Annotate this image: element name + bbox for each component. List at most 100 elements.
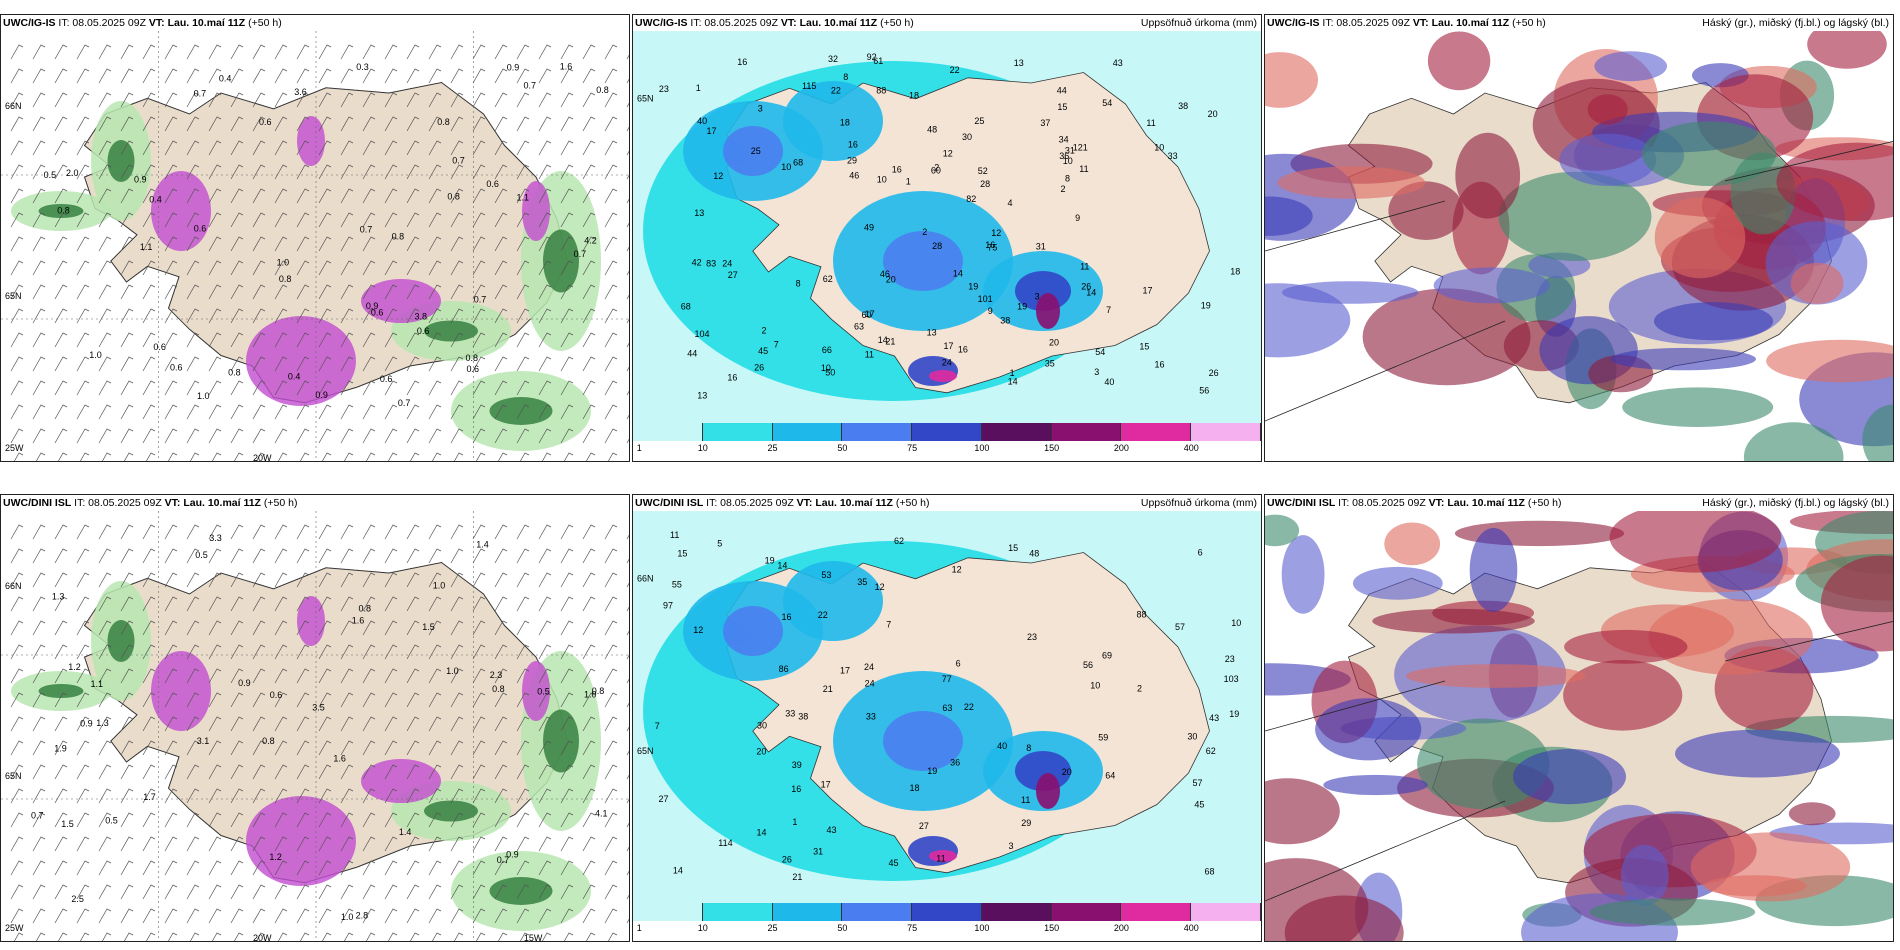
- wind-barb: [142, 788, 156, 804]
- wind-barb: [186, 740, 200, 756]
- wind-barb: [32, 236, 46, 252]
- wind-barb: [208, 884, 222, 900]
- value-label: 0.8: [596, 85, 609, 95]
- axis-label: 20W: [253, 453, 272, 462]
- map-area[interactable]: 0.7 0.7 0.6 0.9 0.6 0.6 0.7 0.6 0.8 0.6 1.0 0.5 1.0 0…: [1, 31, 629, 461]
- wind-barb: [120, 164, 134, 180]
- wind-barb: [32, 380, 46, 396]
- wind-barb: [582, 836, 596, 852]
- wind-barb: [428, 140, 442, 156]
- wind-barb: [76, 764, 90, 780]
- cloud-area: [1362, 288, 1531, 386]
- value-label: 56: [1199, 385, 1209, 395]
- wind-barb: [560, 644, 574, 660]
- wind-barb: [516, 524, 530, 540]
- wind-barb: [516, 92, 530, 108]
- wind-barb: [252, 380, 266, 396]
- wind-barb: [428, 884, 442, 900]
- map-area[interactable]: 3.3 1.0 1.0 0.8 1.6 1.3 1.3 1.5 1.9 1.6 3.5 2.5 0.5 3…: [1, 511, 629, 941]
- wind-barb: [120, 188, 134, 204]
- wind-barb: [604, 716, 618, 732]
- wind-barb: [120, 332, 134, 348]
- wind-barb: [450, 716, 464, 732]
- wind-barb: [582, 404, 596, 420]
- cloud-area: [1513, 749, 1626, 805]
- wind-barb: [120, 92, 134, 108]
- wind-barb: [252, 548, 266, 564]
- wind-barb: [362, 188, 376, 204]
- wind-barb: [494, 116, 508, 132]
- panel-wind-snow-top: UWC/IG-IS IT: 08.05.2025 09Z VT: Lau. 10…: [0, 14, 630, 462]
- value-label: 33: [866, 711, 876, 721]
- value-label: 10: [821, 363, 831, 373]
- wind-barb: [120, 524, 134, 540]
- wind-barb: [296, 716, 310, 732]
- wind-barb: [164, 548, 178, 564]
- wind-barb: [582, 596, 596, 612]
- value-label: 53: [821, 570, 831, 580]
- cloud-area: [1265, 52, 1318, 108]
- value-label: 0.6: [194, 223, 207, 233]
- wind-barb: [604, 596, 618, 612]
- value-label: 11: [865, 350, 874, 360]
- axis-label: 65N: [637, 94, 654, 104]
- precip-colorbar: 1 10 25 50 75 100 150 200 400: [633, 901, 1261, 941]
- wind-barb: [186, 236, 200, 252]
- wind-barb: [604, 44, 618, 60]
- value-label: 16: [892, 164, 902, 174]
- wind-barb: [362, 548, 376, 564]
- wind-barb: [428, 716, 442, 732]
- value-label: 1.7: [143, 792, 156, 802]
- wind-barb: [98, 44, 112, 60]
- wind-barb: [186, 92, 200, 108]
- wind-barb: [230, 812, 244, 828]
- wind-barb: [538, 188, 552, 204]
- value-label: 0.7: [452, 156, 465, 166]
- wind-barb: [32, 356, 46, 372]
- wind-barb: [10, 788, 24, 804]
- value-label: 2: [762, 326, 767, 336]
- wind-barb: [582, 812, 596, 828]
- value-label: 1.2: [269, 852, 282, 862]
- map-area[interactable]: 15 11 7 6 10 11 12 17 14 20 16 22 21 20 19 17 18 14 22 24 23…: [633, 511, 1261, 903]
- wind-barb: [472, 92, 486, 108]
- wind-barb: [516, 572, 530, 588]
- colorbar-tick-label: 400: [1183, 443, 1199, 453]
- wind-barb: [362, 428, 376, 444]
- wind-barb: [208, 692, 222, 708]
- wind-barb: [428, 236, 442, 252]
- value-label: 0.6: [380, 374, 393, 384]
- wind-barb: [384, 524, 398, 540]
- wind-barb: [186, 164, 200, 180]
- wind-barb: [164, 380, 178, 396]
- value-label: 0.9: [238, 678, 251, 688]
- wind-barb: [516, 236, 530, 252]
- wind-barb: [10, 836, 24, 852]
- wind-barb: [10, 92, 24, 108]
- value-label: 0.8: [447, 192, 460, 202]
- map-area[interactable]: [1265, 501, 1893, 941]
- wind-barb: [142, 260, 156, 276]
- wind-barb: [362, 212, 376, 228]
- wind-barb: [274, 332, 288, 348]
- wind-barb: [494, 836, 508, 852]
- map-area[interactable]: 16 17 12 19 18 13 15 44 54 63 56 46 21 22 20 29 26 27 28 20…: [633, 31, 1261, 423]
- wind-barb: [252, 284, 266, 300]
- wind-barb: [494, 404, 508, 420]
- wind-barb: [362, 596, 376, 612]
- wind-barb: [274, 44, 288, 60]
- wind-barb: [472, 260, 486, 276]
- value-label: 75: [987, 242, 997, 252]
- wind-barb: [32, 212, 46, 228]
- wind-barb: [76, 404, 90, 420]
- value-label: 22: [964, 702, 974, 712]
- wind-barb: [296, 620, 310, 636]
- wind-barb: [76, 68, 90, 84]
- wind-barb: [54, 908, 68, 924]
- wind-barb: [208, 572, 222, 588]
- wind-barb: [54, 332, 68, 348]
- map-area[interactable]: [1265, 19, 1893, 461]
- value-label: 24: [864, 662, 874, 672]
- wind-barb: [340, 380, 354, 396]
- cloud-area: [1820, 555, 1893, 652]
